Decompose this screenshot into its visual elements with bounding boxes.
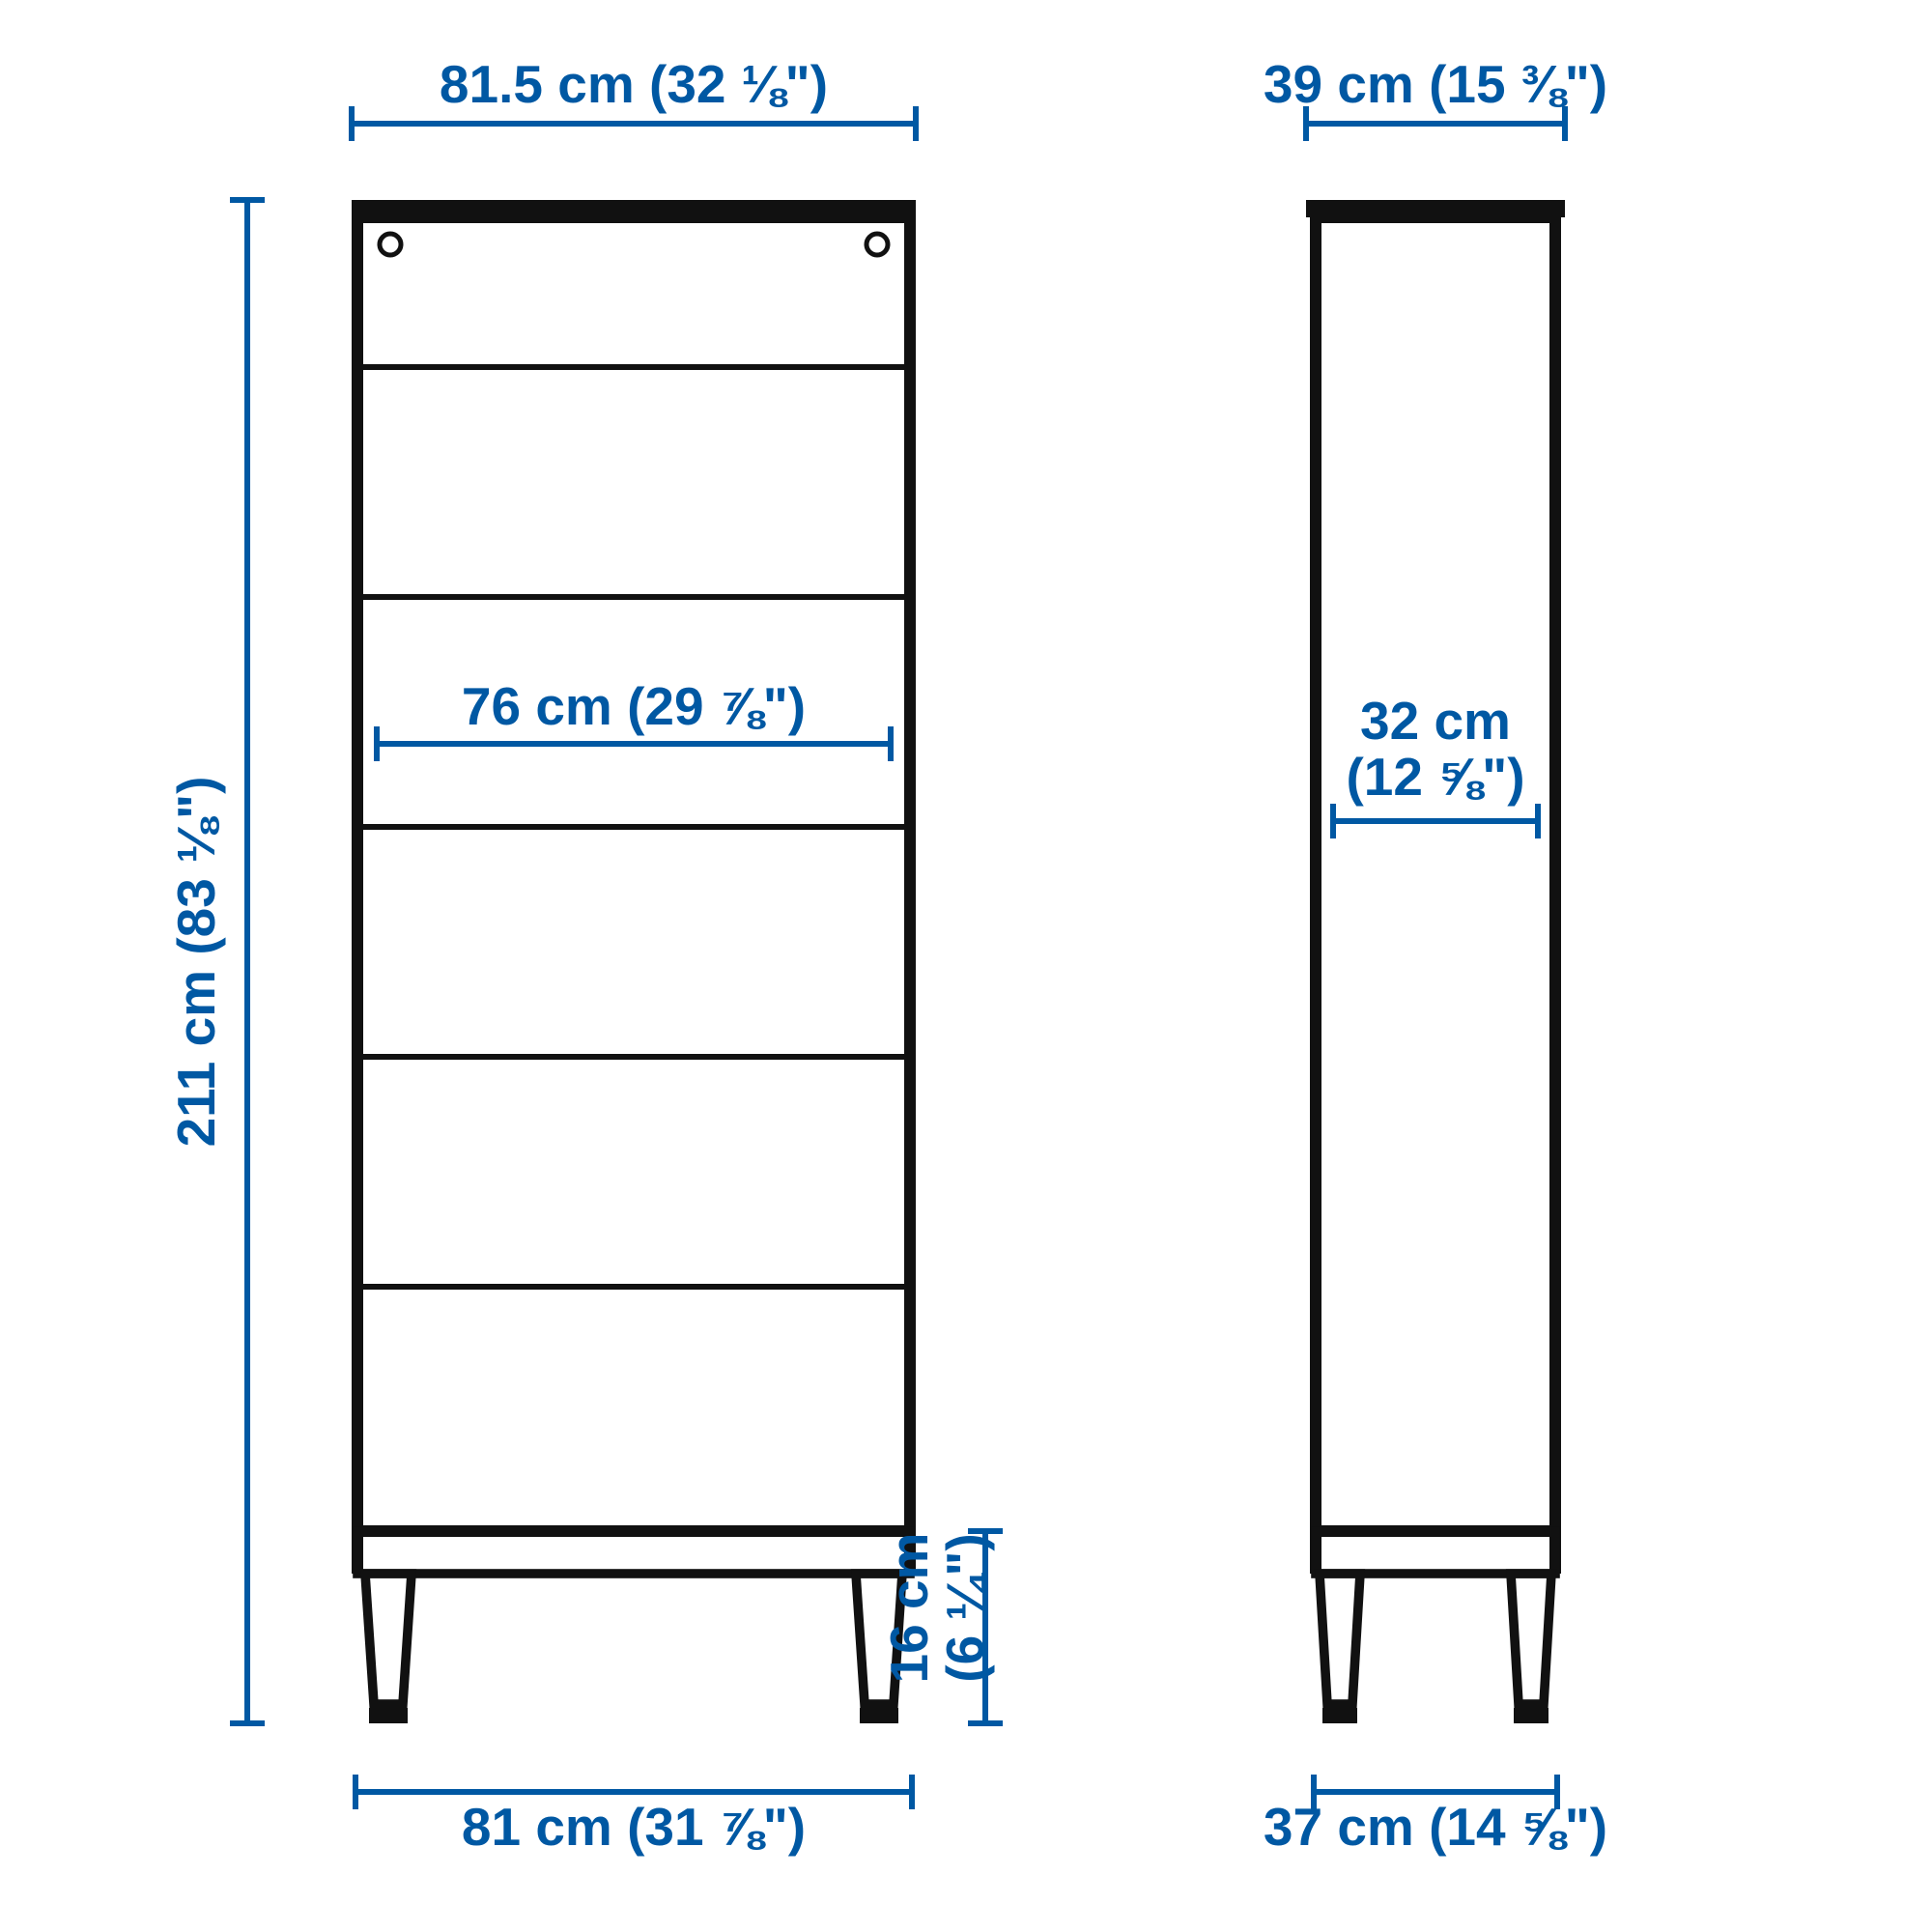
dimension-line — [1333, 804, 1538, 838]
front-view — [352, 200, 916, 1723]
dim-leg-height: 16 cm(6 ¼") — [879, 1533, 995, 1684]
dim-front-bottom: 81 cm (31 ⅞") — [462, 1797, 806, 1857]
side-view — [1306, 200, 1565, 1723]
furniture-dimension-diagram: 81.5 cm (32 ⅛") 39 cm (15 ⅜") 211 cm (83 ⅛… — [0, 0, 1932, 1932]
dim-inner-depth: 32 cm(12 ⅝") — [1346, 691, 1524, 807]
dimension-line — [230, 200, 265, 1723]
dim-side-top: 39 cm (15 ⅜") — [1264, 54, 1607, 114]
dim-inner-width: 76 cm (29 ⅞") — [462, 676, 806, 736]
dim-side-bottom: 37 cm (14 ⅝") — [1264, 1797, 1607, 1857]
dim-height: 211 cm (83 ⅛") — [166, 777, 226, 1148]
dim-front-top: 81.5 cm (32 ⅛") — [440, 54, 828, 114]
